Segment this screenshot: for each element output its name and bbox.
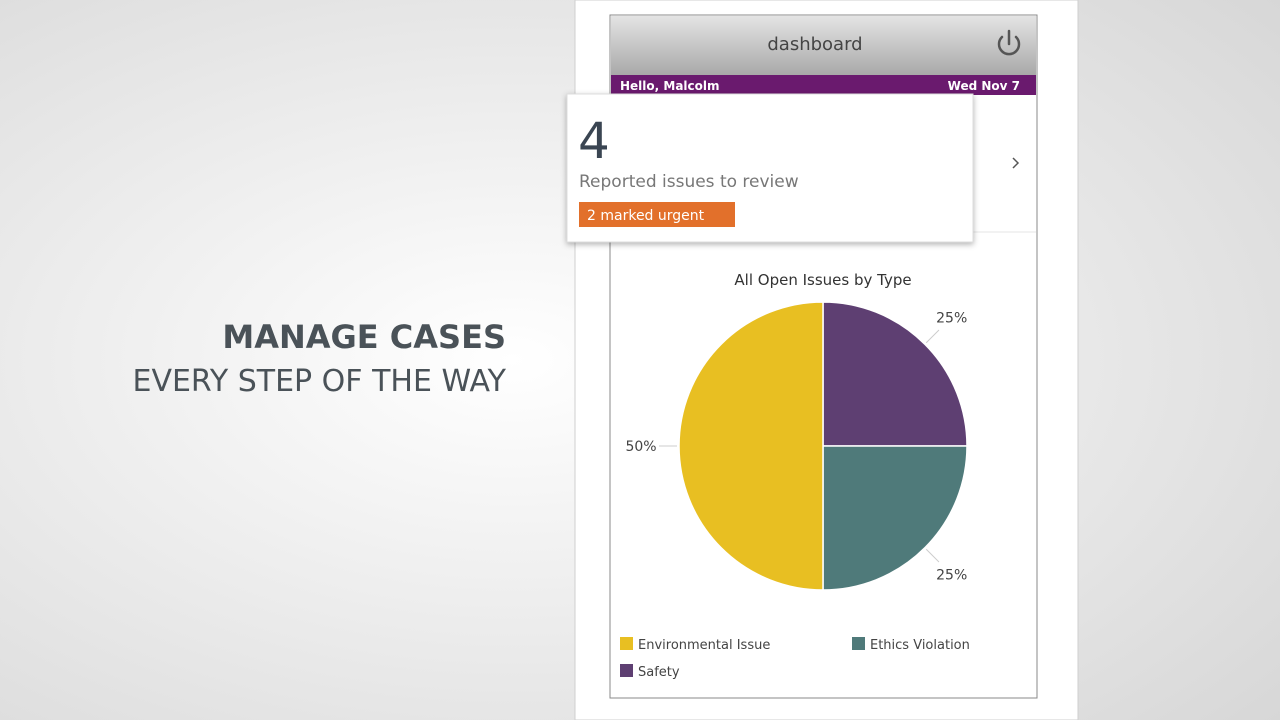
tagline-subtitle: EVERY STEP OF THE WAY — [133, 364, 507, 399]
greeting: Hello, Malcolm — [620, 79, 720, 93]
legend-label: Safety — [638, 665, 680, 680]
slice-label: 25% — [936, 568, 967, 584]
legend-label: Ethics Violation — [870, 638, 970, 653]
leader-line — [925, 329, 940, 344]
urgent-text: 2 marked urgent — [587, 208, 705, 224]
issue-label: Reported issues to review — [579, 172, 799, 192]
pie-slice — [822, 445, 968, 591]
pie-slice — [822, 301, 968, 447]
tagline-title: MANAGE CASES — [222, 318, 506, 356]
app-header — [611, 16, 1036, 75]
urgent-badge — [579, 202, 735, 227]
pie-slice — [678, 301, 824, 591]
legend-label: Environmental Issue — [638, 638, 770, 653]
legend-swatch — [852, 637, 865, 650]
issue-count: 4 — [578, 112, 610, 170]
header-title: dashboard — [767, 34, 862, 55]
issues-card[interactable]: 4 Reported issues to review 2 marked urg… — [566, 93, 974, 243]
legend-swatch — [620, 664, 633, 677]
slice-label: 25% — [936, 310, 967, 326]
legend-swatch — [620, 637, 633, 650]
leader-line — [925, 548, 940, 563]
slice-label: 50% — [625, 439, 656, 455]
date: Wed Nov 7 — [948, 79, 1020, 93]
chevron[interactable] — [1012, 157, 1020, 169]
power-button[interactable] — [997, 29, 1021, 56]
chart-title: All Open Issues by Type — [734, 271, 911, 289]
greeting-bar — [611, 75, 1036, 95]
